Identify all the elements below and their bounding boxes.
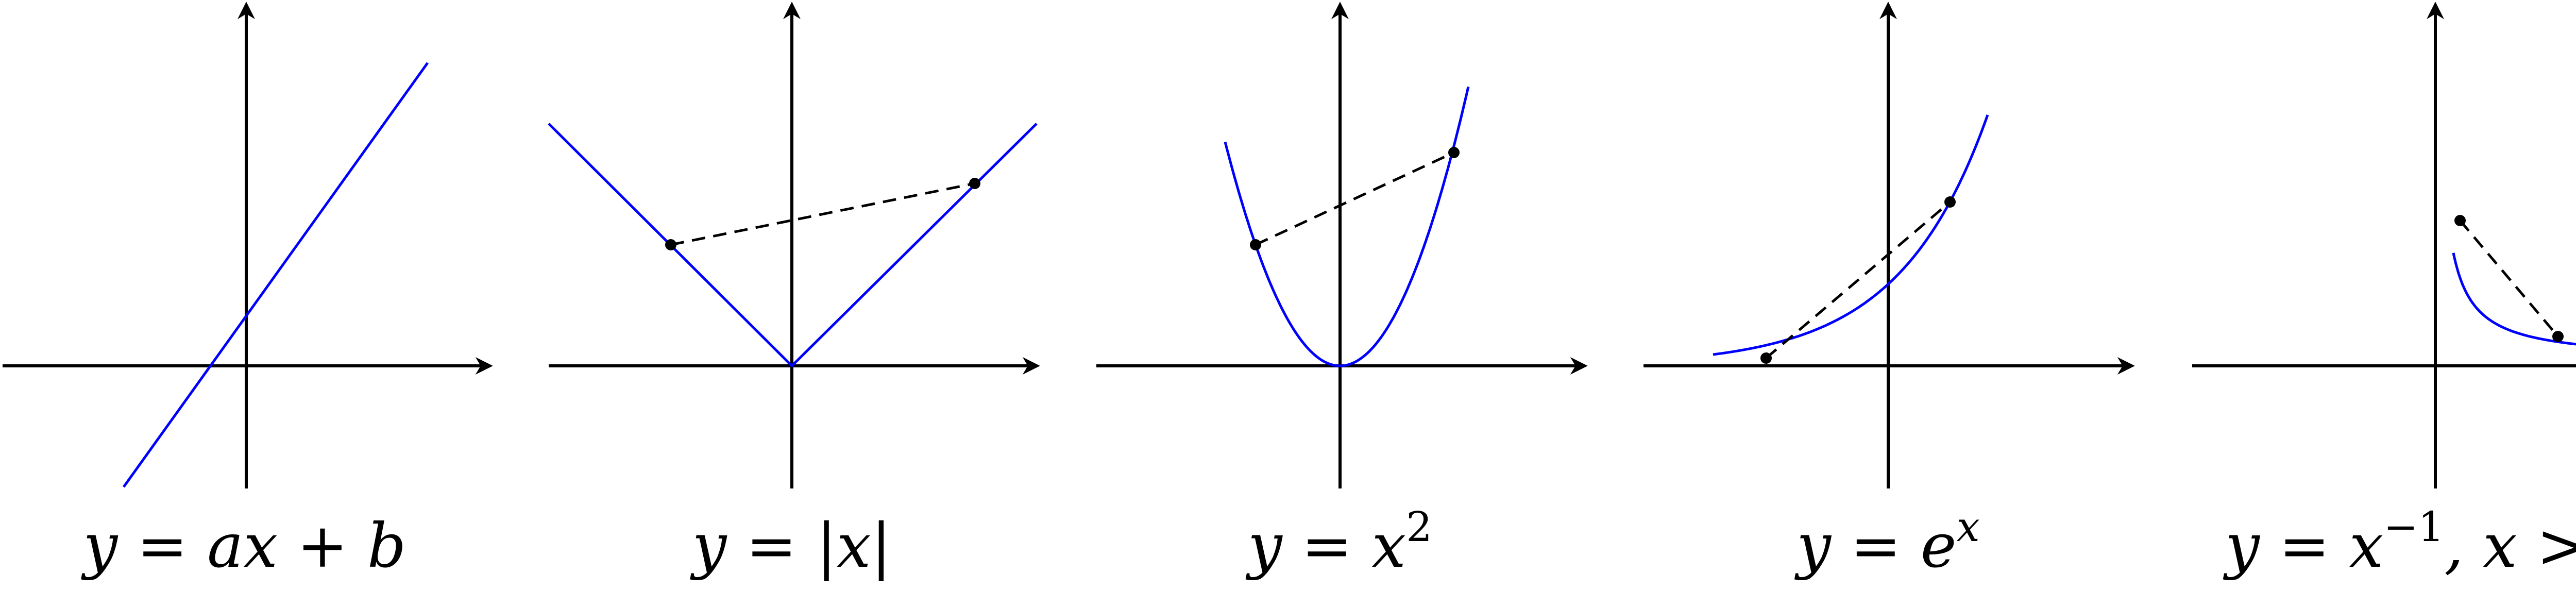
panel-absolute-value: y = |x|	[548, 2, 1040, 581]
caption-exponential: y = ex	[1794, 503, 1980, 581]
exp-curve	[1713, 114, 1989, 356]
chord-point	[2454, 215, 2466, 226]
chord-point	[1250, 239, 1261, 250]
chord-point	[1448, 147, 1460, 158]
chord-point	[1760, 352, 1772, 364]
chord-point	[1944, 196, 1956, 208]
parabola-curve	[1224, 86, 1470, 367]
chord-line	[1765, 201, 1951, 359]
chord-point	[665, 239, 676, 250]
panel-square: y = x2	[1096, 2, 1588, 581]
abs-curve	[548, 123, 1038, 368]
reciprocal-curve	[2452, 252, 2576, 346]
caption-square: y = x2	[1245, 503, 1432, 581]
panel-exponential: y = ex	[1643, 2, 2135, 581]
panel-reciprocal: y = x−1, x > 0	[2192, 2, 2576, 581]
chord-line	[2459, 220, 2559, 338]
caption-linear: y = ax + b	[81, 510, 406, 581]
chord-point	[2552, 331, 2564, 342]
chord-point	[969, 178, 980, 189]
chord-line	[670, 182, 975, 246]
panel-linear: y = ax + b	[3, 2, 493, 581]
caption-reciprocal: y = x−1, x > 0	[2223, 503, 2576, 581]
chord-line	[1255, 151, 1455, 246]
line-curve	[122, 62, 429, 488]
caption-absolute-value: y = |x|	[690, 510, 892, 581]
